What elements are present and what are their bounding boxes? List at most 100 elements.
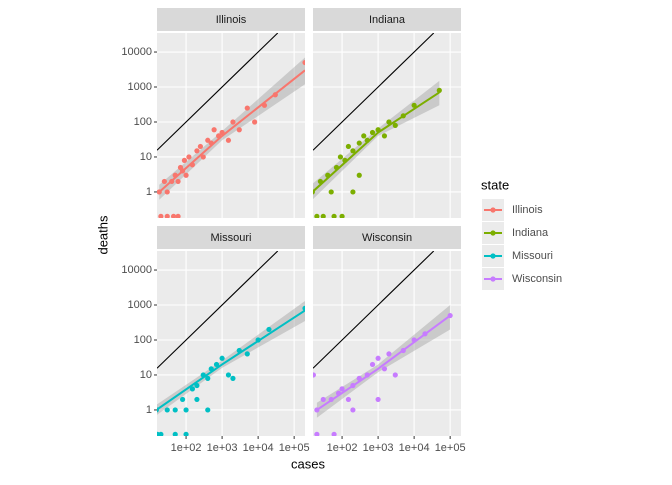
fit-line <box>157 309 305 411</box>
point <box>411 102 417 108</box>
point <box>320 396 326 403</box>
panel-background <box>313 251 461 436</box>
legend-point <box>490 230 496 236</box>
point <box>331 431 337 436</box>
panel-data <box>157 251 305 436</box>
x-tick-label: 1e+02 <box>171 442 202 454</box>
point <box>225 372 232 378</box>
point <box>205 375 211 381</box>
strip <box>313 226 461 249</box>
point <box>183 407 189 413</box>
point <box>230 119 236 125</box>
y-tick-label: 10000 <box>121 264 152 276</box>
point <box>194 382 200 389</box>
point <box>339 213 345 218</box>
point <box>369 361 376 368</box>
point <box>381 133 388 139</box>
point <box>172 407 178 413</box>
point <box>369 129 376 136</box>
y-tick-label: 1 <box>146 404 152 416</box>
fit-line <box>158 69 305 193</box>
point <box>164 213 170 218</box>
reference-line <box>157 33 279 151</box>
point <box>164 189 170 195</box>
point <box>345 396 352 403</box>
panel-data <box>313 33 442 218</box>
point <box>339 386 345 392</box>
point <box>314 213 320 218</box>
point <box>158 431 164 436</box>
reference-line <box>157 251 279 369</box>
x-tick-label: 1e+04 <box>243 442 274 454</box>
reference-line <box>313 251 435 369</box>
y-tick-label: 10 <box>140 151 152 163</box>
legend-label: Illinois <box>512 204 543 216</box>
fit-line <box>316 314 451 411</box>
point <box>179 396 186 403</box>
x-tick-label: 1e+05 <box>279 442 310 454</box>
point <box>356 140 362 146</box>
point <box>361 133 367 139</box>
point <box>189 386 196 392</box>
point <box>331 213 337 218</box>
panel-data <box>157 33 305 218</box>
confidence-band <box>313 80 440 200</box>
legend-label: Indiana <box>512 227 549 239</box>
point <box>236 127 242 133</box>
point <box>205 407 211 413</box>
point <box>200 154 206 160</box>
y-tick-label: 1000 <box>128 299 152 311</box>
point <box>230 375 236 381</box>
point <box>244 105 250 111</box>
point <box>197 143 204 150</box>
point <box>356 172 362 178</box>
point <box>194 148 200 154</box>
point <box>392 372 398 378</box>
point <box>161 178 167 185</box>
panel-background <box>157 251 305 436</box>
strip-label: Wisconsin <box>362 232 412 244</box>
x-tick-label: 1e+03 <box>363 442 394 454</box>
legend-point <box>490 276 496 282</box>
strip <box>313 8 461 31</box>
x-tick-label: 1e+02 <box>327 442 358 454</box>
x-axis-title: cases <box>291 456 325 471</box>
point <box>219 355 225 361</box>
y-tick-label: 100 <box>134 334 152 346</box>
x-tick-label: 1e+04 <box>399 442 430 454</box>
point <box>225 137 232 143</box>
point <box>183 172 189 178</box>
point <box>170 213 177 218</box>
point <box>181 157 188 163</box>
point <box>205 137 211 143</box>
point <box>213 361 220 368</box>
point <box>328 189 334 195</box>
y-tick-label: 10 <box>140 369 152 381</box>
point <box>158 213 164 218</box>
point <box>436 87 442 94</box>
point <box>320 213 326 218</box>
point <box>313 372 316 378</box>
point <box>345 143 352 150</box>
point <box>244 351 250 357</box>
point <box>172 431 178 436</box>
legend-point <box>490 207 496 213</box>
panel-data <box>313 251 453 436</box>
point <box>314 431 320 436</box>
fit-line <box>313 91 440 193</box>
point <box>194 396 200 403</box>
point <box>375 355 381 361</box>
point <box>164 407 170 413</box>
legend-label: Missouri <box>512 250 553 262</box>
point <box>350 407 356 413</box>
reference-line <box>313 33 435 151</box>
strip-label: Illinois <box>216 14 247 26</box>
confidence-band <box>316 305 451 418</box>
y-tick-label: 1 <box>146 186 152 198</box>
legend-label: Wisconsin <box>512 273 562 285</box>
point <box>302 59 305 66</box>
point <box>386 119 392 125</box>
y-tick-label: 1000 <box>128 81 152 93</box>
point <box>175 178 181 185</box>
